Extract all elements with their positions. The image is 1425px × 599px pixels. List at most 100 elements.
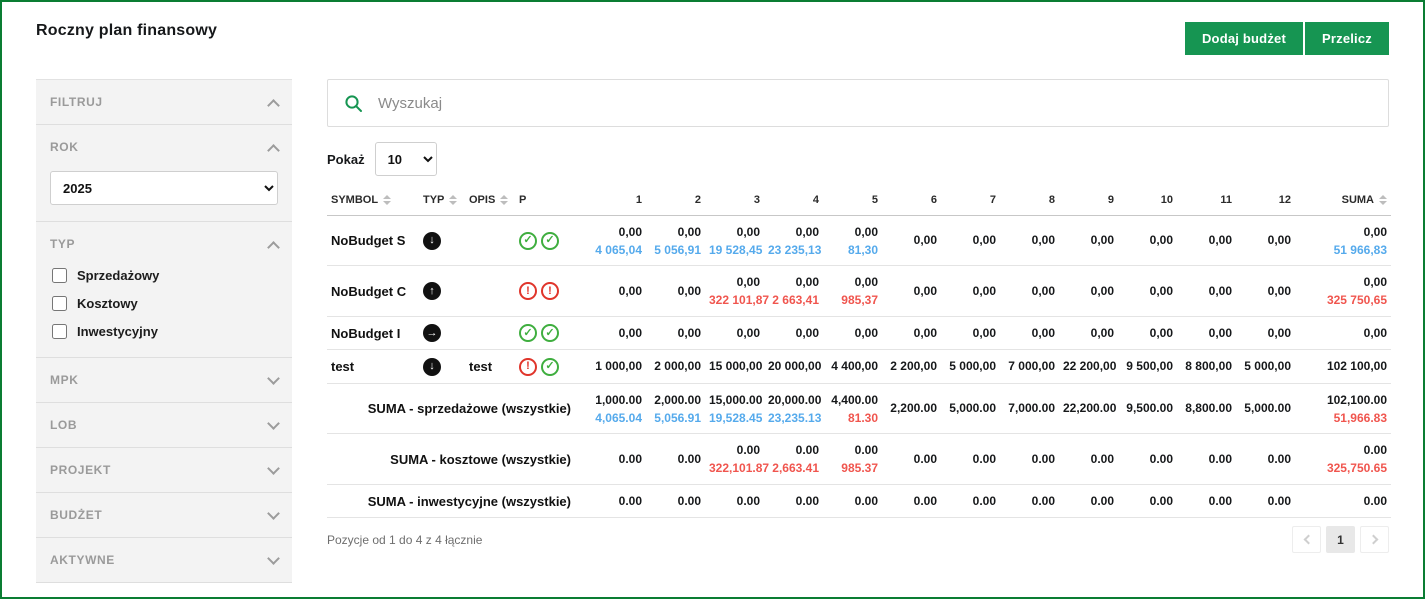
pagination: 1 [1292, 526, 1389, 554]
symbol-cell: test [327, 349, 419, 384]
checkbox-sprzedażowy[interactable] [52, 268, 67, 283]
table-row: NoBudget S ↓ ✓ ✓ 0,00 4 065,04 0,00 5 056,91 0,0… [327, 215, 1391, 267]
checkbox-label[interactable]: Inwestycyjny [77, 324, 158, 339]
month-cell: 0.00 325,750.65 [1295, 433, 1391, 485]
month-cell: 0,00 51 966,83 [1295, 215, 1391, 267]
month-cell: 0,00 [587, 265, 646, 317]
month-cell: 20,000.00 23,235.13 [764, 383, 823, 435]
search-box [327, 79, 1389, 127]
sidebar-item-budzet[interactable]: BUDŻET [50, 493, 280, 537]
page-title: Roczny plan finansowy [36, 22, 218, 39]
sidebar-item-rok[interactable]: ROK [50, 125, 280, 169]
checkbox-kosztowy[interactable] [52, 296, 67, 311]
column-header-1: 1 [587, 186, 646, 216]
sidebar-item-aktywne[interactable]: AKTYWNE [50, 538, 280, 582]
type-cell: ↑ [419, 265, 465, 317]
column-header-3: 3 [705, 186, 764, 216]
chevron-down-icon [267, 416, 280, 430]
arrow-down-circle-icon: ↓ [423, 231, 441, 250]
chevron-up-icon [267, 143, 280, 157]
add-budget-button[interactable]: Dodaj budżet [1184, 22, 1303, 55]
month-cell: 0.00 [1118, 433, 1177, 485]
sidebar-item-filtruj[interactable]: FILTRUJ [50, 80, 280, 124]
year-select[interactable]: 2025 [50, 171, 278, 205]
exclamation-circle-icon: ! [541, 282, 559, 301]
checkbox-label[interactable]: Kosztowy [77, 296, 138, 311]
sidebar-section-label: TYP [50, 237, 76, 251]
month-cell: 4,400.00 81.30 [823, 383, 882, 435]
checkbox-label[interactable]: Sprzedażowy [77, 268, 160, 283]
arrow-right-circle-icon: → [423, 324, 441, 343]
month-cell: 102,100.00 51,966.83 [1295, 383, 1391, 435]
sidebar-section-label: LOB [50, 418, 78, 432]
sidebar-item-projekt[interactable]: PROJEKT [50, 448, 280, 492]
search-input[interactable] [376, 93, 1372, 113]
summary-label: SUMA - kosztowe (wszystkie) [327, 433, 587, 485]
column-header-symbol[interactable]: SYMBOL [327, 186, 419, 216]
month-cell: 0,00 [941, 265, 1000, 317]
chevron-up-icon [267, 240, 280, 254]
sidebar-item-typ[interactable]: TYP [50, 222, 280, 266]
month-cell: 0.00 [823, 484, 882, 519]
page-size-select[interactable]: 10 [374, 142, 437, 176]
month-cell: 0.00 [1236, 433, 1295, 485]
pagination-info: Pozycje od 1 do 4 z 4 łącznie [327, 532, 483, 547]
summary-label: SUMA - inwestycyjne (wszystkie) [327, 484, 587, 519]
check-circle-icon: ✓ [541, 231, 559, 250]
check-circle-icon: ✓ [519, 324, 537, 343]
month-cell: 2,000.00 5,056.91 [646, 383, 705, 435]
description-cell [465, 265, 515, 317]
table-row: NoBudget I → ✓ ✓ 0,00 0,00 0,00 0,00 0,00 0,00 0,0… [327, 316, 1391, 351]
symbol-cell: NoBudget I [327, 316, 419, 351]
top-actions: Dodaj budżet Przelicz [1184, 22, 1389, 55]
month-cell: 5,000.00 [1236, 383, 1295, 435]
month-cell: 0.00 [646, 433, 705, 485]
month-cell: 1 000,00 [587, 349, 646, 384]
column-header-p: P [515, 186, 587, 216]
month-cell: 20 000,00 [764, 349, 823, 384]
column-header-opis[interactable]: OPIS [465, 186, 515, 216]
month-cell: 0.00 [1295, 484, 1391, 519]
status-cell: ✓ ✓ [515, 316, 587, 351]
month-cell: 0,00 [764, 316, 823, 351]
next-page-button[interactable] [1360, 526, 1389, 554]
check-circle-icon: ✓ [541, 324, 559, 343]
month-cell: 0,00 [1177, 215, 1236, 267]
chevron-down-icon [267, 461, 280, 475]
type-cell: ↓ [419, 349, 465, 384]
column-header-suma[interactable]: SUMA [1295, 186, 1391, 216]
month-cell: 0,00 23 235,13 [764, 215, 823, 267]
month-cell: 0,00 [1236, 316, 1295, 351]
month-cell: 0,00 322 101,87 [705, 265, 769, 317]
sidebar-item-mpk[interactable]: MPK [50, 358, 280, 402]
month-cell: 0,00 [1000, 215, 1059, 267]
sidebar-item-lob[interactable]: LOB [50, 403, 280, 447]
month-cell: 0,00 2 663,41 [764, 265, 823, 317]
recalculate-button[interactable]: Przelicz [1304, 22, 1389, 55]
month-cell: 0,00 [1118, 316, 1177, 351]
column-header-2: 2 [646, 186, 705, 216]
month-cell: 102 100,00 [1295, 349, 1391, 384]
year-select-wrap: 2025 [50, 169, 278, 221]
column-header-7: 7 [941, 186, 1000, 216]
type-cell: ↓ [419, 215, 465, 267]
month-cell: 0,00 [1000, 265, 1059, 317]
month-cell: 0.00 [1059, 484, 1118, 519]
sidebar-section-label: BUDŻET [50, 508, 103, 522]
month-cell: 0.00 [1236, 484, 1295, 519]
month-cell: 0.00 [1059, 433, 1118, 485]
prev-page-button[interactable] [1292, 526, 1321, 554]
table-row: NoBudget C ↑!! 0,00 0,00 0,00 322 101,87 0,00 2… [327, 265, 1391, 317]
month-cell: 0.00 [941, 433, 1000, 485]
sidebar-section-mpk: MPK [36, 358, 292, 403]
month-cell: 0,00 [1059, 265, 1118, 317]
sidebar-section-label: FILTRUJ [50, 95, 103, 109]
current-page-button[interactable]: 1 [1326, 526, 1355, 554]
type-checkbox-list: Sprzedażowy Kosztowy Inwestycyjny [50, 266, 278, 357]
column-header-9: 9 [1059, 186, 1118, 216]
chevron-up-icon [267, 98, 280, 112]
search-icon [344, 94, 363, 113]
status-cell: !! [515, 265, 587, 317]
checkbox-inwestycyjny[interactable] [52, 324, 67, 339]
column-header-typ[interactable]: TYP [419, 186, 465, 216]
